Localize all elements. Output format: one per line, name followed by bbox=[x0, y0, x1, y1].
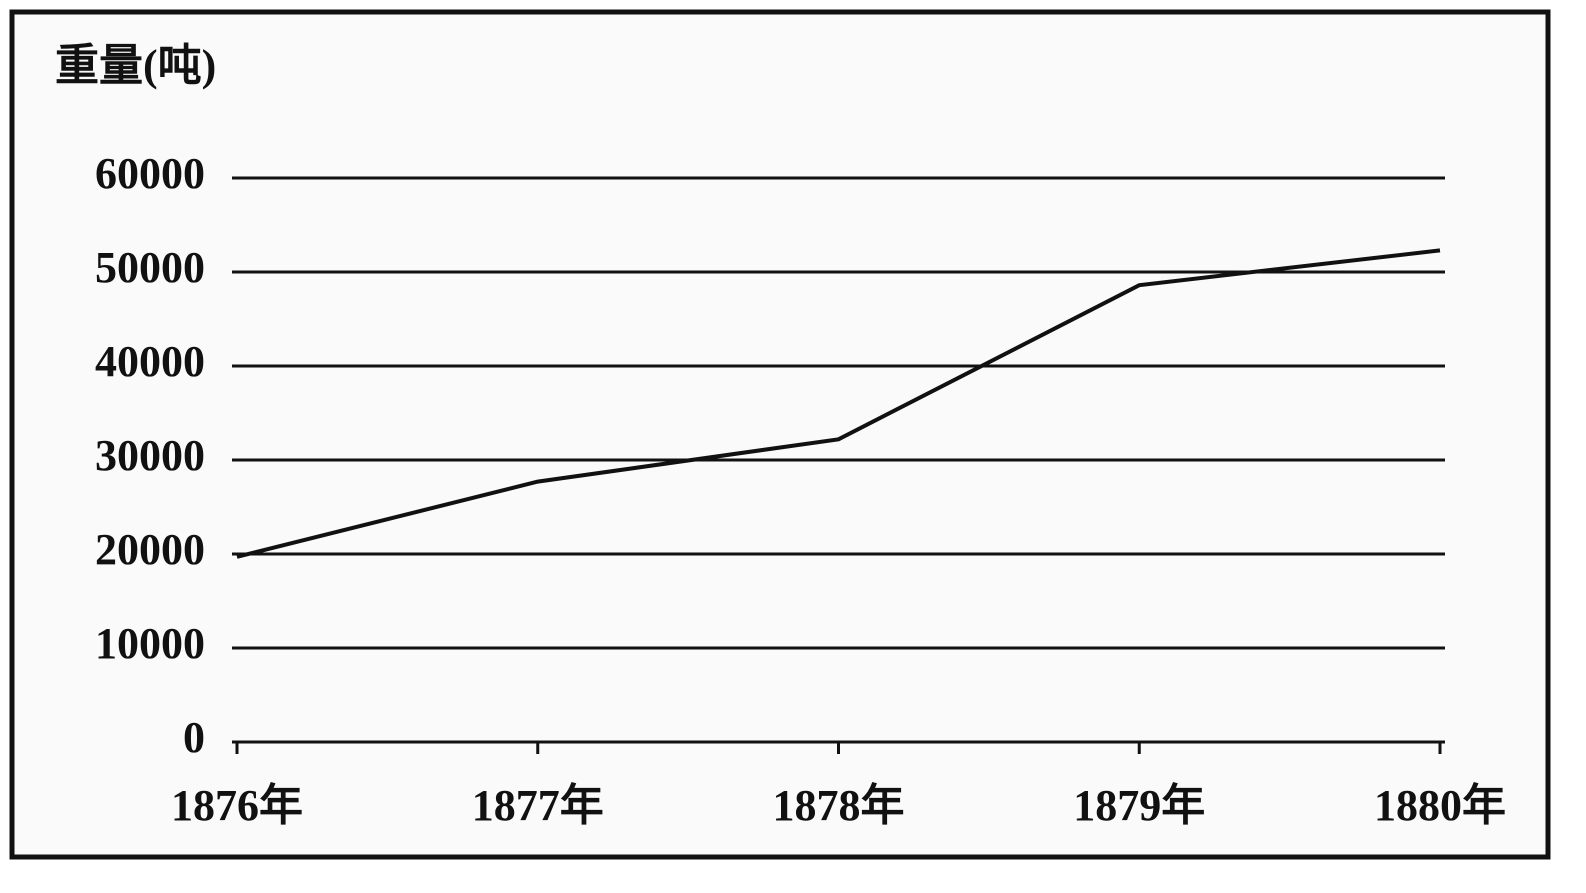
x-tick-label: 1878年 bbox=[773, 781, 905, 830]
x-tick-label: 1876年 bbox=[171, 781, 303, 830]
y-tick-label: 0 bbox=[183, 713, 205, 762]
data-line bbox=[236, 248, 1441, 559]
x-tick-label: 1880年 bbox=[1374, 781, 1506, 830]
y-tick-label: 50000 bbox=[95, 243, 205, 292]
y-tick-label: 20000 bbox=[95, 525, 205, 574]
y-tick-label: 60000 bbox=[95, 149, 205, 198]
y-tick-label: 10000 bbox=[95, 619, 205, 668]
y-tick-label: 40000 bbox=[95, 337, 205, 386]
y-axis-title: 重量(吨) bbox=[55, 41, 216, 90]
x-tick-label: 1879年 bbox=[1073, 781, 1205, 830]
frame bbox=[9, 9, 1551, 860]
x-tick-label: 1877年 bbox=[472, 781, 604, 830]
y-tick-label: 30000 bbox=[95, 431, 205, 480]
